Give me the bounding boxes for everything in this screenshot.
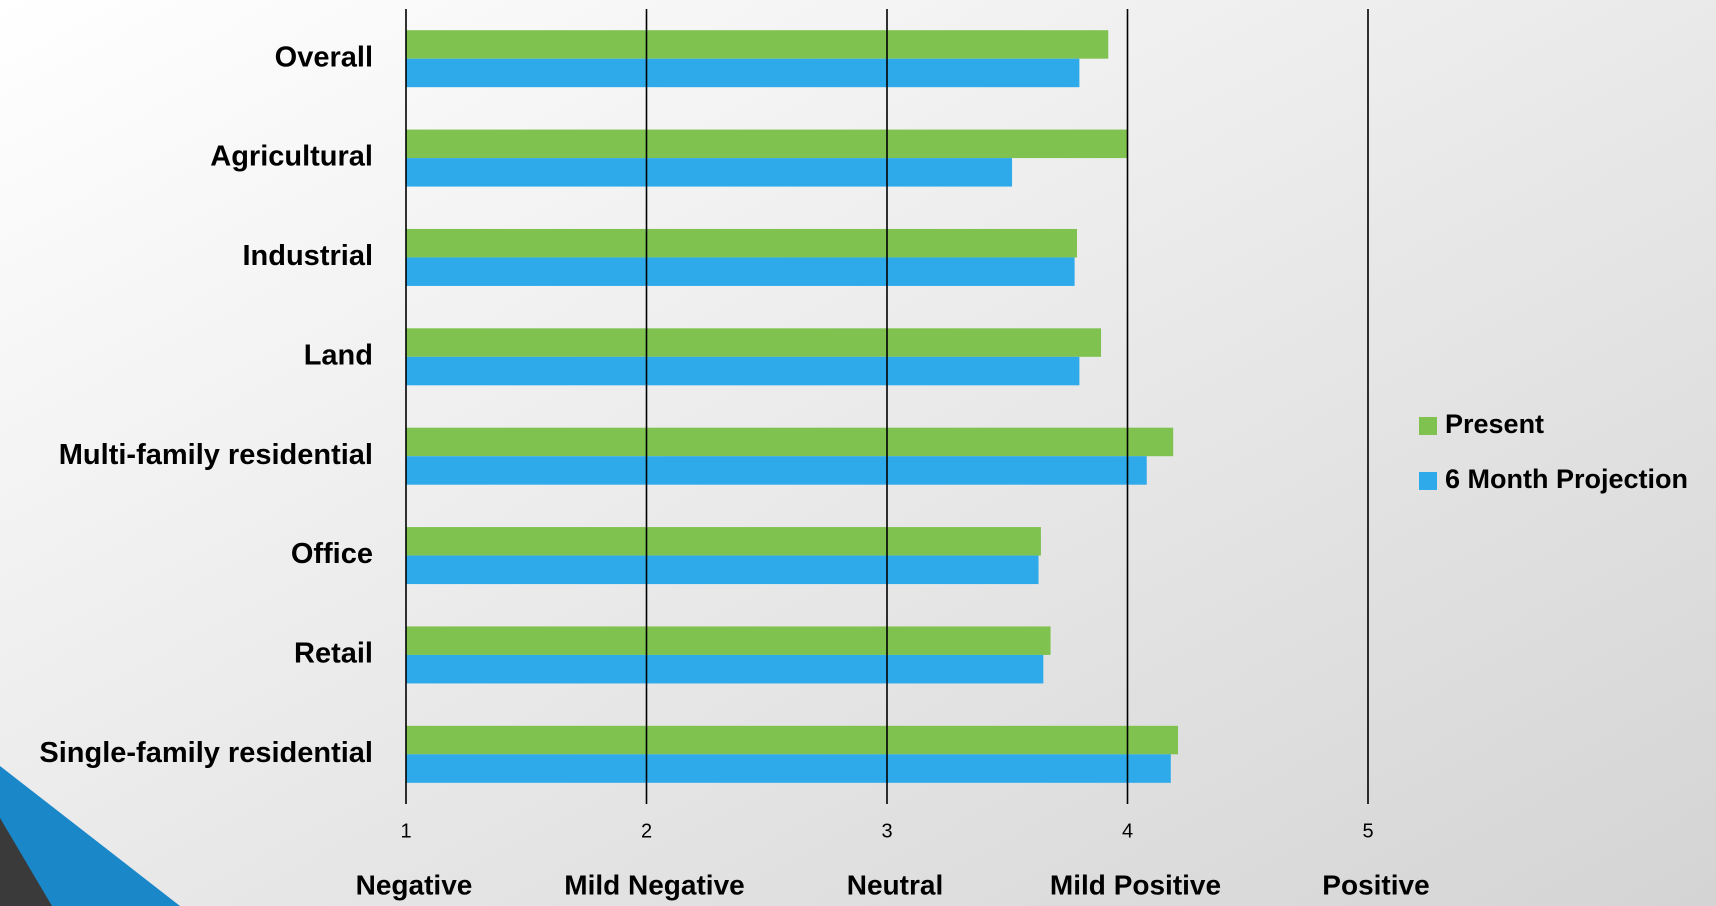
y-tick-label: Agricultural xyxy=(210,141,373,173)
y-tick-label: Industrial xyxy=(242,240,373,272)
bar xyxy=(406,58,1080,88)
scale-label: Neutral xyxy=(847,869,943,900)
legend-label: Present xyxy=(1445,409,1544,439)
bar xyxy=(406,427,1174,457)
bar xyxy=(406,555,1039,585)
bar xyxy=(406,129,1128,159)
bar xyxy=(406,158,1013,187)
scale-label: Mild Negative xyxy=(564,869,744,900)
y-tick-label: Overall xyxy=(275,41,373,73)
legend-label: 6 Month Projection xyxy=(1445,464,1688,494)
x-tick-label: 3 xyxy=(881,820,892,842)
x-tick-label: 4 xyxy=(1122,820,1133,842)
bar xyxy=(406,456,1147,485)
bar xyxy=(406,257,1075,286)
bar xyxy=(406,328,1102,357)
bar xyxy=(406,654,1044,684)
bar xyxy=(406,228,1077,258)
bar xyxy=(406,754,1171,783)
scale-label: Negative xyxy=(356,869,473,900)
bar xyxy=(406,30,1109,59)
scale-label: Positive xyxy=(1322,869,1429,900)
x-tick-label: 1 xyxy=(400,820,411,842)
legend-swatch xyxy=(1419,417,1437,435)
bar xyxy=(406,626,1051,655)
y-tick-label: Multi-family residential xyxy=(59,439,373,471)
corner-decoration xyxy=(0,818,52,906)
legend-swatch xyxy=(1419,472,1437,490)
y-tick-label: Office xyxy=(291,538,373,570)
plot: Overall Agricultural Industrial Land Multi-f… xyxy=(39,9,1688,900)
y-tick-label: Single-family residential xyxy=(39,737,373,769)
x-tick-label: 5 xyxy=(1362,820,1373,842)
y-tick-label: Land xyxy=(304,339,373,371)
corner-decoration xyxy=(0,766,180,906)
bar xyxy=(406,527,1041,556)
scale-label: Mild Positive xyxy=(1050,869,1221,900)
bar xyxy=(406,356,1080,386)
bar xyxy=(406,725,1179,755)
y-tick-label: Retail xyxy=(294,638,373,670)
x-tick-label: 2 xyxy=(641,820,652,842)
